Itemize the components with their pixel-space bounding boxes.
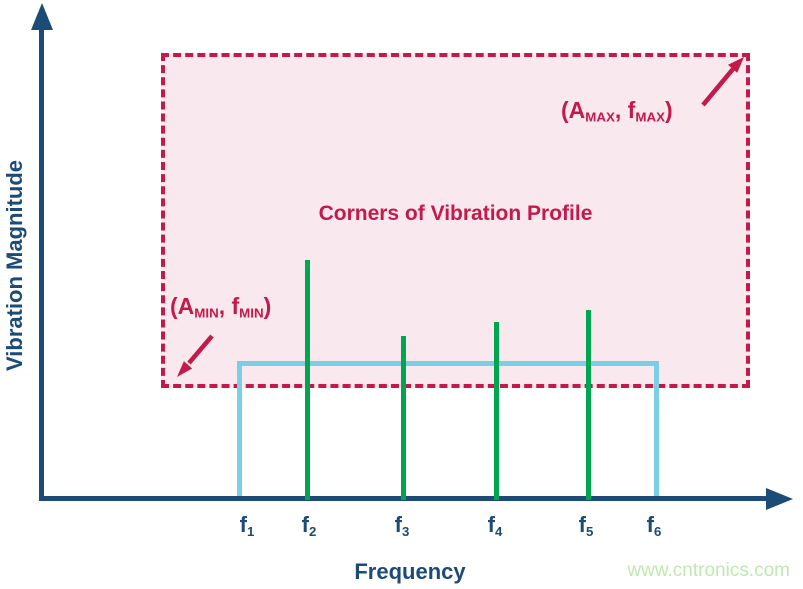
y-axis-title: Vibration Magnitude <box>2 159 27 371</box>
amax-arrow-icon <box>701 57 744 107</box>
vibration-envelope <box>237 361 659 500</box>
y-axis <box>39 26 44 501</box>
peak-f4 <box>494 322 499 500</box>
tick-label-f1: f1 <box>239 512 255 539</box>
peak-f3 <box>401 336 406 500</box>
peak-f2 <box>305 260 310 500</box>
x-axis-title: Frequency <box>354 559 466 584</box>
tick-label-f4: f4 <box>487 512 503 539</box>
chart-title: Corners of Vibration Profile <box>318 202 593 225</box>
x-axis-arrow-icon <box>766 488 793 510</box>
profile-corner-dashed-box <box>161 53 750 388</box>
y-axis-arrow-icon <box>31 3 53 30</box>
amin-arrow-icon <box>177 334 214 377</box>
watermark: www.cntronics.com <box>627 560 790 581</box>
amin-annotation: (AMIN, fMIN) <box>170 293 272 321</box>
tick-label-f6: f6 <box>646 512 662 539</box>
amax-annotation: (AMAX, fMAX) <box>561 97 673 125</box>
peak-f5 <box>586 310 591 500</box>
tick-label-f2: f2 <box>301 512 317 539</box>
tick-label-f5: f5 <box>578 512 594 539</box>
tick-label-f3: f3 <box>394 512 410 539</box>
